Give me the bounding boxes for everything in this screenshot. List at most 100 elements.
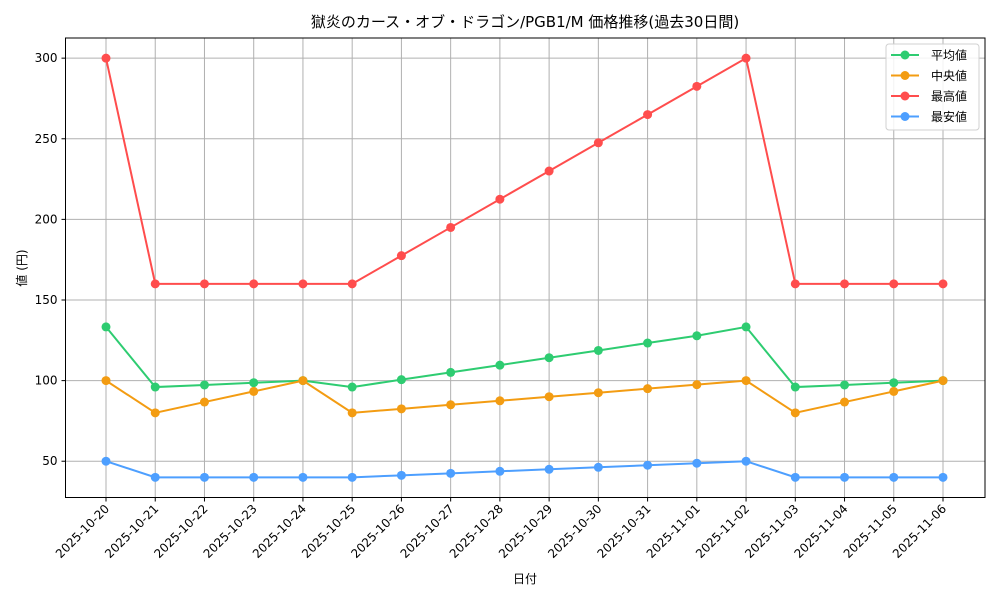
x-axis-label: 日付 xyxy=(513,572,537,586)
y-axis: 50 100 150 200 250 300 xyxy=(35,51,66,468)
data-point xyxy=(643,460,653,470)
y-tick-label: 250 xyxy=(35,132,58,146)
legend-label: 平均値 xyxy=(931,48,967,63)
data-point xyxy=(643,110,653,120)
data-point xyxy=(938,279,948,289)
data-point xyxy=(790,472,800,482)
data-point xyxy=(938,472,948,482)
data-point xyxy=(446,367,456,377)
data-point xyxy=(446,468,456,478)
data-point xyxy=(495,194,505,204)
data-point xyxy=(150,382,160,392)
legend-marker-icon xyxy=(900,112,910,121)
legend-item: 中央値 xyxy=(891,68,967,83)
data-point xyxy=(347,472,357,482)
data-point xyxy=(446,400,456,410)
data-point xyxy=(593,462,603,472)
data-point xyxy=(840,397,850,407)
x-axis: 2025-10-202025-10-212025-10-222025-10-23… xyxy=(53,497,949,561)
data-point xyxy=(741,456,751,466)
data-point xyxy=(249,378,259,388)
data-point xyxy=(544,166,554,176)
data-point xyxy=(495,396,505,406)
data-point xyxy=(101,456,111,466)
data-point xyxy=(692,458,702,468)
data-point xyxy=(692,81,702,91)
y-axis-label: 値 (円) xyxy=(14,249,29,286)
legend-marker-icon xyxy=(900,71,910,80)
data-point xyxy=(347,408,357,418)
legend-item: 最高値 xyxy=(891,89,967,104)
data-point xyxy=(298,279,308,289)
plot-frame xyxy=(65,37,986,498)
data-point xyxy=(692,380,702,390)
data-point xyxy=(446,222,456,232)
data-point xyxy=(840,279,850,289)
legend-marker-icon xyxy=(900,91,910,101)
data-point xyxy=(840,472,850,482)
data-point xyxy=(741,376,751,386)
data-point xyxy=(643,384,653,394)
data-point xyxy=(150,279,160,289)
data-point xyxy=(298,376,308,386)
y-tick-label: 100 xyxy=(35,374,58,388)
data-point xyxy=(790,408,800,418)
y-tick-label: 300 xyxy=(35,51,58,65)
data-point xyxy=(101,53,111,63)
y-tick-label: 50 xyxy=(42,454,57,468)
data-point xyxy=(150,472,160,482)
series-1 xyxy=(101,376,948,418)
legend-item: 平均値 xyxy=(891,48,967,63)
data-point xyxy=(150,408,160,418)
data-point xyxy=(593,138,603,148)
data-point xyxy=(199,472,209,482)
legend-label: 最安値 xyxy=(931,109,967,124)
data-point xyxy=(544,464,554,474)
grid-lines xyxy=(65,38,985,498)
data-point xyxy=(101,376,111,386)
data-point xyxy=(199,397,209,407)
chart-title: 獄炎のカース・オブ・ドラゴン/PGB1/M 価格推移(過去30日間) xyxy=(311,13,739,31)
data-point xyxy=(889,378,899,388)
data-point xyxy=(741,322,751,332)
data-point xyxy=(593,388,603,398)
data-point xyxy=(544,353,554,363)
series-2 xyxy=(101,53,948,289)
series-line xyxy=(105,460,943,479)
series-line xyxy=(105,379,944,414)
data-point xyxy=(396,404,406,414)
data-point xyxy=(889,386,899,396)
legend-label: 最高値 xyxy=(931,89,967,104)
data-point xyxy=(544,392,554,402)
data-point xyxy=(396,251,406,261)
data-point xyxy=(889,279,899,289)
data-point xyxy=(199,380,209,390)
data-point xyxy=(495,466,505,476)
data-point xyxy=(347,382,357,392)
data-point xyxy=(495,360,505,370)
legend-box xyxy=(885,43,980,131)
data-point xyxy=(889,472,899,482)
data-point xyxy=(643,338,653,348)
legend-marker-icon xyxy=(900,50,910,60)
data-point xyxy=(840,380,850,390)
legend-item: 最安値 xyxy=(891,109,967,124)
data-point xyxy=(249,279,259,289)
data-point xyxy=(396,470,406,480)
data-point xyxy=(347,279,357,289)
data-point xyxy=(593,345,603,355)
data-point xyxy=(101,322,111,332)
series-0 xyxy=(101,322,948,392)
data-point xyxy=(396,375,406,385)
series-line xyxy=(105,56,943,285)
series-line xyxy=(105,325,944,389)
data-point xyxy=(298,472,308,482)
data-point xyxy=(790,382,800,392)
data-point xyxy=(692,331,702,341)
legend-label: 中央値 xyxy=(931,68,967,83)
data-point xyxy=(249,386,259,396)
data-point xyxy=(249,472,259,482)
data-point xyxy=(741,53,751,63)
